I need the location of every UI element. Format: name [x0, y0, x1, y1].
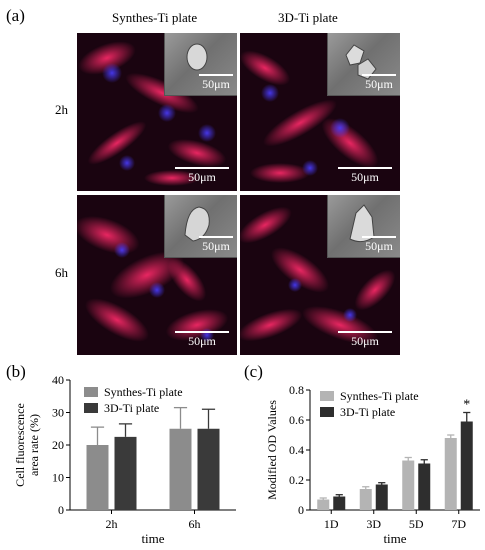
y-tick-label: 40	[52, 373, 64, 387]
x-tick-label: 7D	[451, 517, 466, 531]
y-tick-label: 0.2	[289, 473, 304, 487]
bar	[169, 428, 192, 510]
bar	[375, 484, 388, 510]
micrograph-synthes-2h: 50μm 50μm	[77, 33, 237, 191]
sem-inset: 50μm	[327, 195, 400, 258]
y-tick-label: 0	[298, 503, 304, 517]
bar	[333, 496, 346, 510]
legend-label: 3D-Ti plate	[104, 401, 159, 415]
x-tick-label: 5D	[409, 517, 424, 531]
panel-b-label: (b)	[6, 362, 26, 381]
y-tick-label: 0	[58, 503, 64, 517]
legend-label: Synthes-Ti plate	[104, 385, 183, 399]
x-tick-label: 6h	[189, 517, 201, 531]
x-axis-label: time	[383, 531, 406, 546]
column-title-3d: 3D-Ti plate	[278, 10, 338, 25]
y-tick-label: 10	[52, 471, 64, 485]
bar	[402, 460, 415, 510]
y-tick-label: 20	[52, 438, 64, 452]
row-label-6h: 6h	[55, 265, 68, 280]
cell-sem-image	[186, 43, 208, 71]
bar	[444, 438, 457, 510]
chart-b: 0 10 20 30 40 2h 6h time Cell fluorescence area r…	[13, 373, 236, 546]
micrograph-3d-6h: 50μm 50μm	[240, 195, 400, 355]
x-tick-label: 3D	[366, 517, 381, 531]
sem-inset: 50μm	[164, 195, 237, 258]
legend-swatch	[84, 403, 98, 413]
y-axis-label: area rate (%)	[27, 414, 41, 476]
micrograph-synthes-6h: 50μm 50μm	[77, 195, 237, 355]
sem-scale-bar: 50μm	[362, 236, 396, 254]
y-axis-label: Modified OD Values	[265, 400, 279, 500]
x-axis-label: time	[141, 531, 164, 546]
y-tick-label: 30	[52, 406, 64, 420]
sem-scale-bar: 50μm	[199, 74, 233, 92]
x-tick-label: 2h	[106, 517, 118, 531]
bar	[418, 463, 431, 510]
scale-bar: 50μm	[338, 167, 392, 185]
bar	[460, 421, 473, 510]
fluorescence-image	[77, 195, 237, 355]
bar	[317, 499, 330, 510]
legend-swatch	[320, 391, 334, 401]
legend-swatch	[84, 387, 98, 397]
panel-a-label: (a)	[6, 6, 25, 25]
row-label-2h: 2h	[55, 102, 68, 117]
legend-label: 3D-Ti plate	[340, 405, 395, 419]
column-title-synthes: Synthes-Ti plate	[112, 10, 198, 25]
sem-inset: 50μm	[327, 33, 400, 96]
significance-marker: *	[463, 398, 470, 413]
scale-bar: 50μm	[338, 331, 392, 349]
panel-c-label: (c)	[244, 362, 263, 381]
chart-c: 0 0.2 0.4 0.6 0.8 1D 3D 5D 7D * time Modified OD Va…	[265, 383, 480, 546]
y-axis-label: Cell fluorescence	[13, 403, 27, 487]
y-tick-label: 0.4	[289, 443, 304, 457]
bar	[359, 489, 372, 510]
bar	[114, 436, 137, 510]
micrograph-3d-2h: 50μm 50μm	[240, 33, 400, 191]
bar	[197, 428, 220, 510]
bar	[86, 445, 109, 510]
y-tick-label: 0.8	[289, 383, 304, 397]
sem-inset: 50μm	[164, 33, 237, 96]
cell-sem-image	[349, 204, 375, 243]
legend-swatch	[320, 407, 334, 417]
sem-scale-bar: 50μm	[199, 236, 233, 254]
scale-bar: 50μm	[175, 167, 229, 185]
scale-bar: 50μm	[175, 331, 229, 349]
x-tick-label: 1D	[324, 517, 339, 531]
y-tick-label: 0.6	[289, 413, 304, 427]
legend-label: Synthes-Ti plate	[340, 389, 419, 403]
sem-scale-bar: 50μm	[362, 74, 396, 92]
